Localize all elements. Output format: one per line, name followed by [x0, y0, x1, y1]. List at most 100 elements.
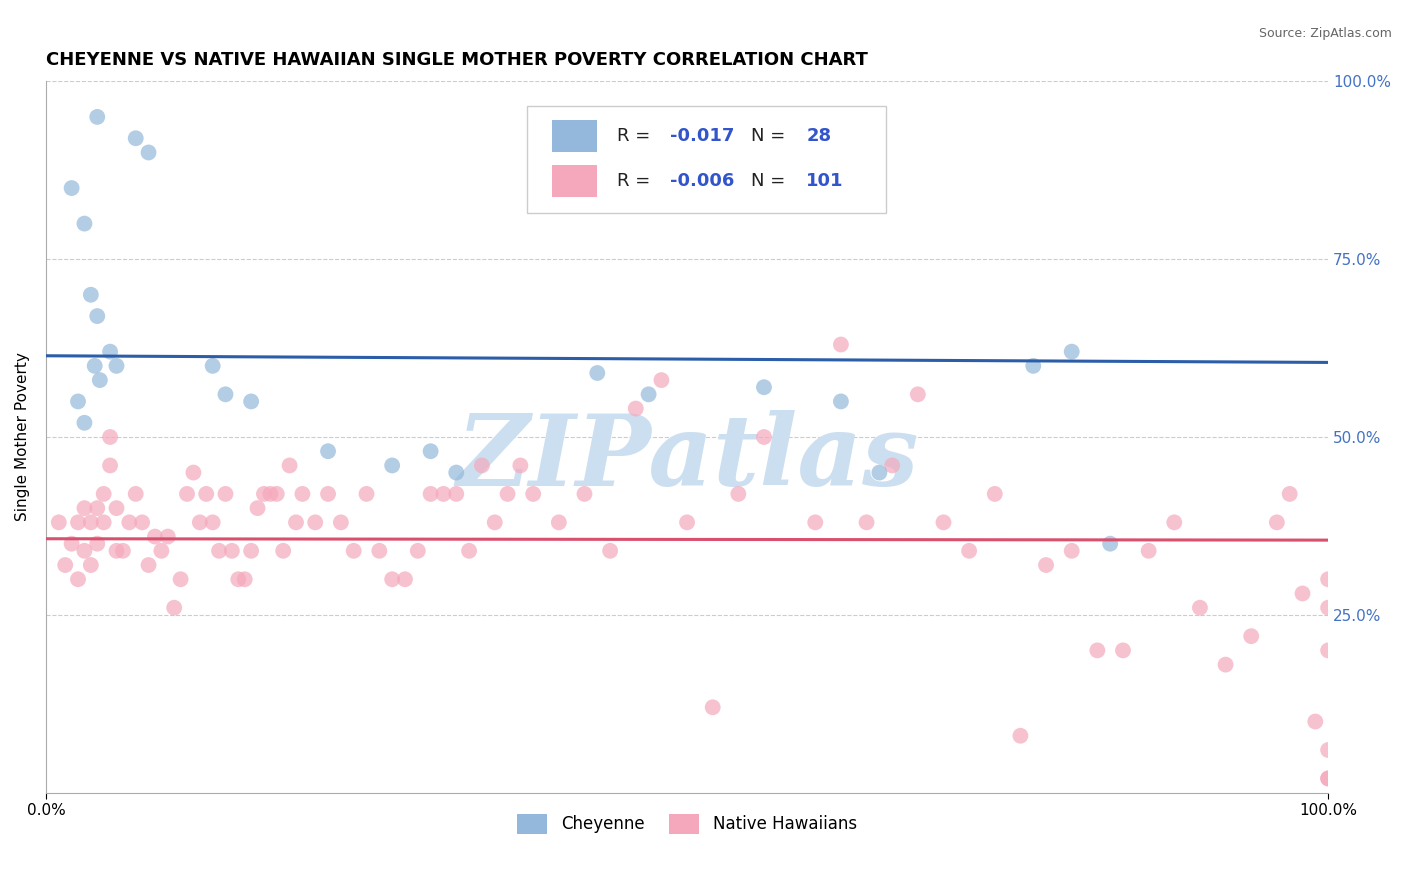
Point [86, 110, 108, 124]
Point [73, 501, 96, 516]
Point [1317, 772, 1340, 786]
Point [201, 516, 224, 530]
Point [163, 600, 186, 615]
FancyBboxPatch shape [553, 165, 598, 197]
Point [1010, 729, 1032, 743]
Point [226, 572, 249, 586]
Point [86, 309, 108, 323]
Point [446, 466, 468, 480]
Point [156, 530, 179, 544]
Point [278, 458, 301, 473]
Point [80, 516, 103, 530]
Text: -0.006: -0.006 [671, 172, 735, 190]
Point [259, 487, 281, 501]
Point [138, 145, 160, 160]
Point [138, 558, 160, 572]
Point [118, 516, 141, 530]
Point [804, 516, 827, 530]
Point [1022, 359, 1045, 373]
Point [484, 516, 506, 530]
Text: 101: 101 [806, 172, 844, 190]
Point [752, 430, 775, 444]
Point [1291, 586, 1313, 600]
Point [752, 380, 775, 394]
Point [1085, 643, 1108, 657]
Point [868, 466, 890, 480]
Point [188, 516, 211, 530]
Text: ZIPatlas: ZIPatlas [456, 410, 918, 507]
Point [240, 394, 263, 409]
Text: CHEYENNE VS NATIVE HAWAIIAN SINGLE MOTHER POVERTY CORRELATION CHART: CHEYENNE VS NATIVE HAWAIIAN SINGLE MOTHE… [46, 51, 868, 69]
Point [1305, 714, 1327, 729]
Point [381, 572, 404, 586]
Point [676, 516, 699, 530]
Point [599, 543, 621, 558]
Text: R =: R = [617, 127, 655, 145]
Point [93, 487, 115, 501]
Text: R =: R = [617, 172, 655, 190]
Point [183, 466, 205, 480]
Point [316, 444, 339, 458]
Point [80, 287, 103, 301]
Point [60, 181, 83, 195]
Point [1035, 558, 1057, 572]
Point [86, 537, 108, 551]
Point [271, 543, 294, 558]
Point [233, 572, 256, 586]
Point [830, 394, 852, 409]
Point [60, 537, 83, 551]
Point [1317, 772, 1340, 786]
Text: -0.017: -0.017 [671, 127, 735, 145]
Legend: Cheyenne, Native Hawaiians: Cheyenne, Native Hawaiians [517, 814, 856, 834]
Point [66, 394, 89, 409]
Point [932, 516, 955, 530]
Y-axis label: Single Mother Poverty: Single Mother Poverty [15, 352, 30, 522]
Point [471, 458, 494, 473]
Point [419, 487, 441, 501]
Point [650, 373, 672, 387]
Point [984, 487, 1007, 501]
Point [246, 501, 269, 516]
Point [855, 516, 877, 530]
Point [169, 572, 191, 586]
Point [1188, 600, 1211, 615]
Point [98, 344, 121, 359]
Point [1099, 537, 1122, 551]
Point [98, 458, 121, 473]
Point [201, 359, 224, 373]
Point [80, 558, 103, 572]
Text: Source: ZipAtlas.com: Source: ZipAtlas.com [1258, 27, 1392, 40]
Point [66, 516, 89, 530]
Point [285, 516, 308, 530]
Text: N =: N = [751, 172, 792, 190]
Point [111, 543, 134, 558]
Point [1317, 643, 1340, 657]
Point [329, 516, 352, 530]
Point [73, 217, 96, 231]
Point [105, 359, 128, 373]
Point [702, 700, 724, 714]
Point [1215, 657, 1237, 672]
Point [1163, 516, 1185, 530]
Point [86, 501, 108, 516]
Point [957, 543, 980, 558]
Point [125, 487, 148, 501]
Point [253, 487, 276, 501]
Point [522, 487, 544, 501]
Point [73, 416, 96, 430]
Point [214, 387, 236, 401]
Point [1137, 543, 1160, 558]
Point [1112, 643, 1135, 657]
Point [1060, 344, 1083, 359]
Point [368, 543, 391, 558]
FancyBboxPatch shape [553, 120, 598, 152]
Point [586, 366, 609, 380]
Point [240, 543, 263, 558]
Point [316, 487, 339, 501]
Point [83, 359, 105, 373]
FancyBboxPatch shape [527, 106, 886, 213]
Point [105, 501, 128, 516]
Point [208, 543, 231, 558]
Point [547, 516, 569, 530]
Point [343, 543, 366, 558]
